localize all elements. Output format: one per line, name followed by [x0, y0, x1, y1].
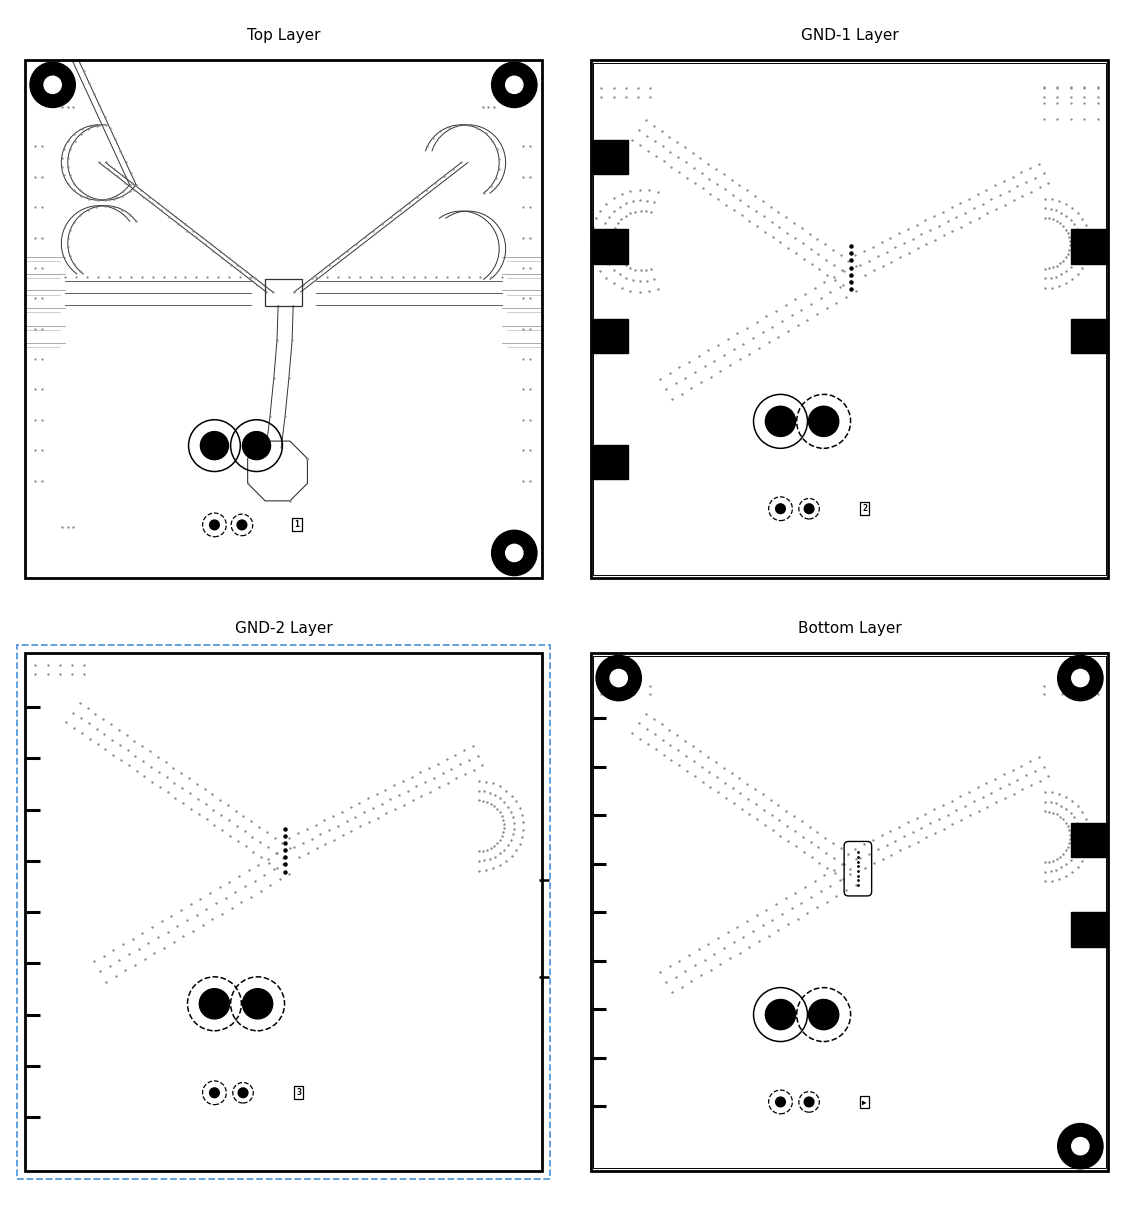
- Circle shape: [199, 988, 230, 1019]
- Bar: [1071, 822, 1107, 857]
- Circle shape: [505, 544, 523, 561]
- Circle shape: [505, 76, 523, 94]
- Title: GND-2 Layer: GND-2 Layer: [235, 620, 332, 635]
- Circle shape: [610, 670, 628, 687]
- Bar: [1071, 229, 1107, 263]
- Circle shape: [29, 63, 75, 107]
- Bar: [1071, 912, 1107, 947]
- Bar: [591, 229, 629, 263]
- Circle shape: [210, 519, 220, 529]
- Text: ▶: ▶: [862, 1098, 867, 1107]
- Circle shape: [766, 406, 795, 437]
- Circle shape: [201, 432, 229, 459]
- Circle shape: [210, 1088, 220, 1098]
- Title: Bottom Layer: Bottom Layer: [798, 620, 902, 635]
- Circle shape: [809, 406, 838, 437]
- Text: 3: 3: [296, 1088, 301, 1097]
- Circle shape: [492, 531, 537, 576]
- Circle shape: [804, 503, 813, 513]
- Circle shape: [238, 1088, 248, 1098]
- Title: Top Layer: Top Layer: [247, 27, 321, 43]
- Bar: [265, 279, 301, 307]
- Title: GND-1 Layer: GND-1 Layer: [801, 27, 898, 43]
- Circle shape: [242, 432, 271, 459]
- Circle shape: [1058, 655, 1104, 700]
- Circle shape: [776, 503, 785, 513]
- Circle shape: [44, 76, 61, 94]
- Circle shape: [1072, 1137, 1089, 1155]
- Circle shape: [809, 1000, 838, 1029]
- Circle shape: [804, 1097, 813, 1107]
- Circle shape: [242, 988, 273, 1019]
- Circle shape: [1072, 670, 1089, 687]
- Circle shape: [1058, 1124, 1104, 1168]
- Circle shape: [766, 1000, 795, 1029]
- Circle shape: [596, 655, 641, 700]
- Text: 1: 1: [295, 521, 299, 529]
- Bar: [1071, 319, 1107, 353]
- Bar: [591, 444, 629, 479]
- Bar: [591, 140, 629, 175]
- Circle shape: [237, 519, 247, 529]
- Circle shape: [776, 1097, 785, 1107]
- Bar: [591, 319, 629, 353]
- Circle shape: [492, 63, 537, 107]
- Text: 2: 2: [862, 505, 867, 513]
